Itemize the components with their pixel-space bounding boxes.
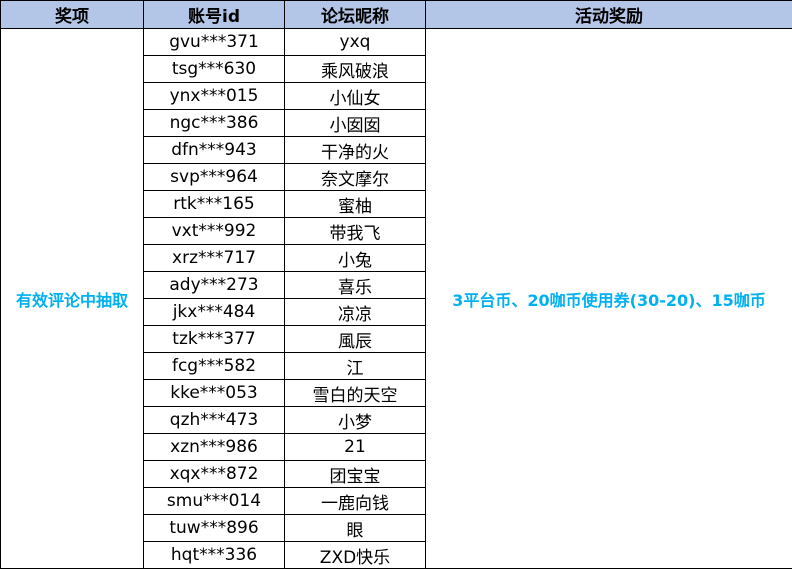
nickname-cell: 一鹿向钱 [284,487,426,515]
nickname-cell: 奈文摩尔 [284,163,426,191]
table-row: jkx***484 凉凉 [1,298,792,326]
table-row: qzh***473 小梦 [1,406,792,434]
account-id-cell: gvu***371 [143,28,285,56]
account-id-cell: svp***964 [143,163,285,191]
account-id-cell: hqt***336 [143,541,285,569]
table-row: ady***273 喜乐 [1,271,792,299]
nickname-cell: 干净的火 [284,136,426,164]
nickname-cell: yxq [284,28,426,56]
table-row: smu***014 一鹿向钱 [1,487,792,515]
nickname-cell: ZXD快乐 [284,541,426,569]
nickname-cell: 小仙女 [284,82,426,110]
account-id-cell: fcg***582 [143,352,285,380]
header-reward: 活动奖励 [425,0,792,29]
account-id-cell: xrz***717 [143,244,285,272]
account-id-cell: tsg***630 [143,55,285,83]
nickname-cell: 江 [284,352,426,380]
nickname-cell: 雪白的天空 [284,379,426,407]
nickname-cell: 喜乐 [284,271,426,299]
nickname-cell: 21 [284,433,426,461]
table-row: ynx***015 小仙女 [1,82,792,110]
table-row: rtk***165 蜜柚 [1,190,792,218]
table-row: hqt***336 ZXD快乐 [1,541,792,569]
table-row: xrz***717 小兔 [1,244,792,272]
nickname-cell: 眼 [284,514,426,542]
table-row: tzk***377 風辰 [1,325,792,353]
account-id-cell: ynx***015 [143,82,285,110]
account-id-cell: qzh***473 [143,406,285,434]
account-id-cell: xzn***986 [143,433,285,461]
nickname-cell: 蜜柚 [284,190,426,218]
table-row: svp***964 奈文摩尔 [1,163,792,191]
nickname-cell: 带我飞 [284,217,426,245]
header-nickname: 论坛昵称 [284,0,426,29]
nickname-cell: 小梦 [284,406,426,434]
table-row: dfn***943 干净的火 [1,136,792,164]
account-id-cell: tzk***377 [143,325,285,353]
account-id-cell: ady***273 [143,271,285,299]
table-row: tsg***630 乘风破浪 [1,55,792,83]
nickname-cell: 小兔 [284,244,426,272]
nickname-cell: 乘风破浪 [284,55,426,83]
nickname-cell: 凉凉 [284,298,426,326]
account-id-cell: tuw***896 [143,514,285,542]
account-id-cell: xqx***872 [143,460,285,488]
account-id-cell: jkx***484 [143,298,285,326]
table-row: kke***053 雪白的天空 [1,379,792,407]
account-id-cell: kke***053 [143,379,285,407]
account-id-cell: dfn***943 [143,136,285,164]
header-account-id: 账号id [143,0,285,29]
table-row: xqx***872 团宝宝 [1,460,792,488]
nickname-cell: 团宝宝 [284,460,426,488]
table-row: vxt***992 带我飞 [1,217,792,245]
table-row: fcg***582 江 [1,352,792,380]
account-id-cell: rtk***165 [143,190,285,218]
nickname-cell: 小囡囡 [284,109,426,137]
account-id-cell: smu***014 [143,487,285,515]
account-id-cell: vxt***992 [143,217,285,245]
account-id-cell: ngc***386 [143,109,285,137]
header-row: 奖项 账号id 论坛昵称 活动奖励 [0,0,792,29]
prize-category-cell: 有效评论中抽取 [0,28,144,569]
header-prize: 奖项 [0,0,144,29]
nickname-cell: 風辰 [284,325,426,353]
table-row: xzn***986 21 [1,433,792,461]
table-row: 有效评论中抽取 gvu***371 yxq 3平台币、20咖币使用券(30-20)、1… [0,28,792,569]
table-row: ngc***386 小囡囡 [1,109,792,137]
reward-cell: 3平台币、20咖币使用券(30-20)、15咖币 [425,28,792,569]
